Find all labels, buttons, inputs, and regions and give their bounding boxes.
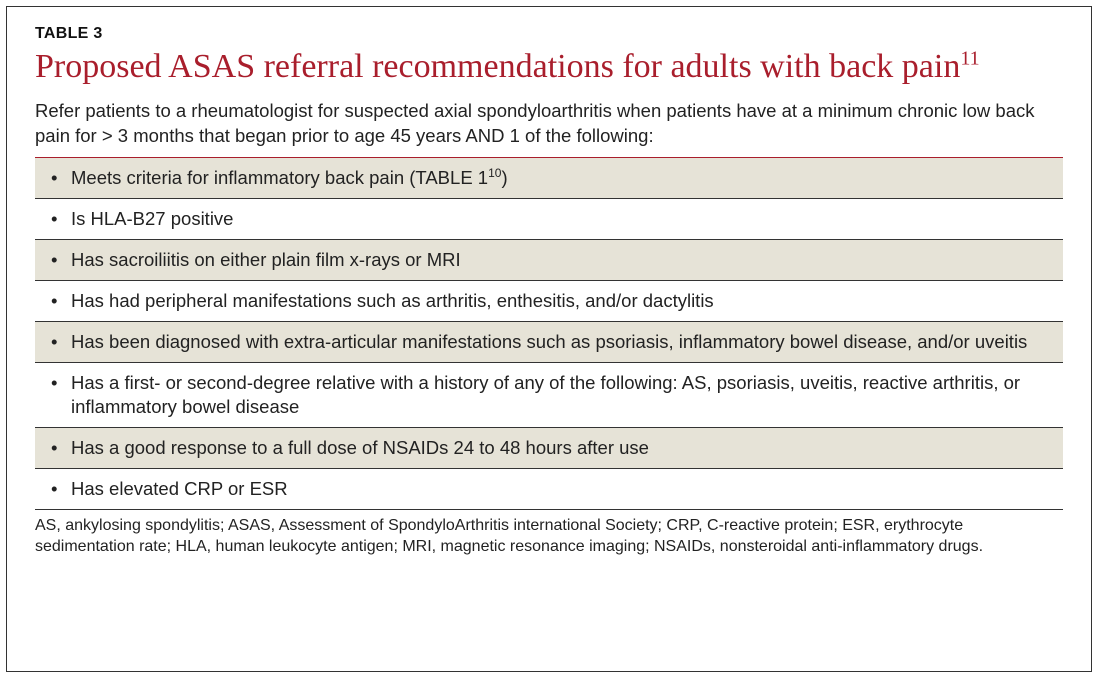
criteria-row: •Meets criteria for inflammatory back pa… [35, 158, 1063, 199]
criteria-row: •Is HLA-B27 positive [35, 199, 1063, 240]
table-label: TABLE 3 [35, 25, 1063, 43]
table-container: TABLE 3 Proposed ASAS referral recommend… [6, 6, 1092, 672]
table-footnote: AS, ankylosing spondylitis; ASAS, Assess… [35, 510, 1063, 558]
bullet-icon: • [51, 289, 71, 313]
criteria-row: •Has had peripheral manifestations such … [35, 281, 1063, 322]
criteria-text: Meets criteria for inflammatory back pai… [71, 166, 508, 190]
criteria-text: Has sacroiliitis on either plain film x-… [71, 248, 461, 272]
criteria-row: •Has elevated CRP or ESR [35, 469, 1063, 510]
criteria-row: •Has been diagnosed with extra-articular… [35, 322, 1063, 363]
criteria-text: Has elevated CRP or ESR [71, 477, 288, 501]
criteria-text: Has been diagnosed with extra-articular … [71, 330, 1027, 354]
criteria-row: •Has a good response to a full dose of N… [35, 428, 1063, 469]
bullet-icon: • [51, 166, 71, 190]
criteria-row: •Has a first- or second-degree relative … [35, 363, 1063, 428]
bullet-icon: • [51, 436, 71, 460]
bullet-icon: • [51, 477, 71, 501]
bullet-icon: • [51, 207, 71, 231]
criteria-text: Has a first- or second-degree relative w… [71, 371, 1051, 419]
bullet-icon: • [51, 330, 71, 354]
criteria-row: •Has sacroiliitis on either plain film x… [35, 240, 1063, 281]
table-title: Proposed ASAS referral recommendations f… [35, 47, 1063, 87]
criteria-list: •Meets criteria for inflammatory back pa… [35, 158, 1063, 510]
criteria-text: Is HLA-B27 positive [71, 207, 233, 231]
bullet-icon: • [51, 248, 71, 272]
criteria-text: Has a good response to a full dose of NS… [71, 436, 649, 460]
table-intro: Refer patients to a rheumatologist for s… [35, 99, 1063, 158]
criteria-text: Has had peripheral manifestations such a… [71, 289, 714, 313]
bullet-icon: • [51, 371, 71, 395]
